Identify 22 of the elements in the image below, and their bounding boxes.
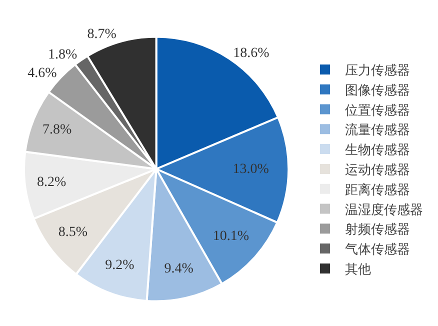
- legend-label: 射频传感器: [345, 222, 410, 237]
- legend-label: 运动传感器: [345, 162, 410, 178]
- data-label: 4.6%: [28, 66, 58, 82]
- legend-label: 压力传感器: [345, 62, 410, 78]
- legend-label: 温湿度传感器: [345, 202, 423, 217]
- legend-label: 其他: [345, 262, 371, 277]
- data-label: 1.8%: [48, 48, 78, 63]
- legend-label: 距离传感器: [345, 182, 410, 197]
- data-label: 10.1%: [212, 229, 250, 244]
- data-label: 9.4%: [164, 261, 194, 276]
- data-label: 8.7%: [87, 27, 117, 42]
- legend-label: 生物传感器: [345, 142, 410, 158]
- legend-label: 图像传感器: [345, 82, 410, 98]
- data-label: 9.2%: [105, 258, 135, 273]
- data-label: 8.2%: [36, 174, 66, 190]
- data-label: 18.6%: [233, 46, 270, 61]
- legend-label: 流量传感器: [345, 122, 410, 138]
- data-label: 8.5%: [58, 225, 88, 240]
- legend-label: 位置传感器: [345, 102, 410, 118]
- data-label: 13.0%: [232, 162, 270, 178]
- legend-label: 气体传感器: [345, 242, 410, 257]
- data-label: 7.8%: [42, 122, 72, 138]
